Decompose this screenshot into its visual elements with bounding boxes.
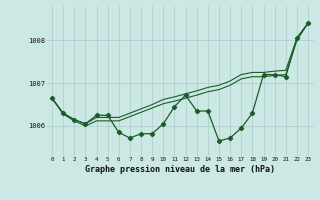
X-axis label: Graphe pression niveau de la mer (hPa): Graphe pression niveau de la mer (hPa) [85, 165, 275, 174]
